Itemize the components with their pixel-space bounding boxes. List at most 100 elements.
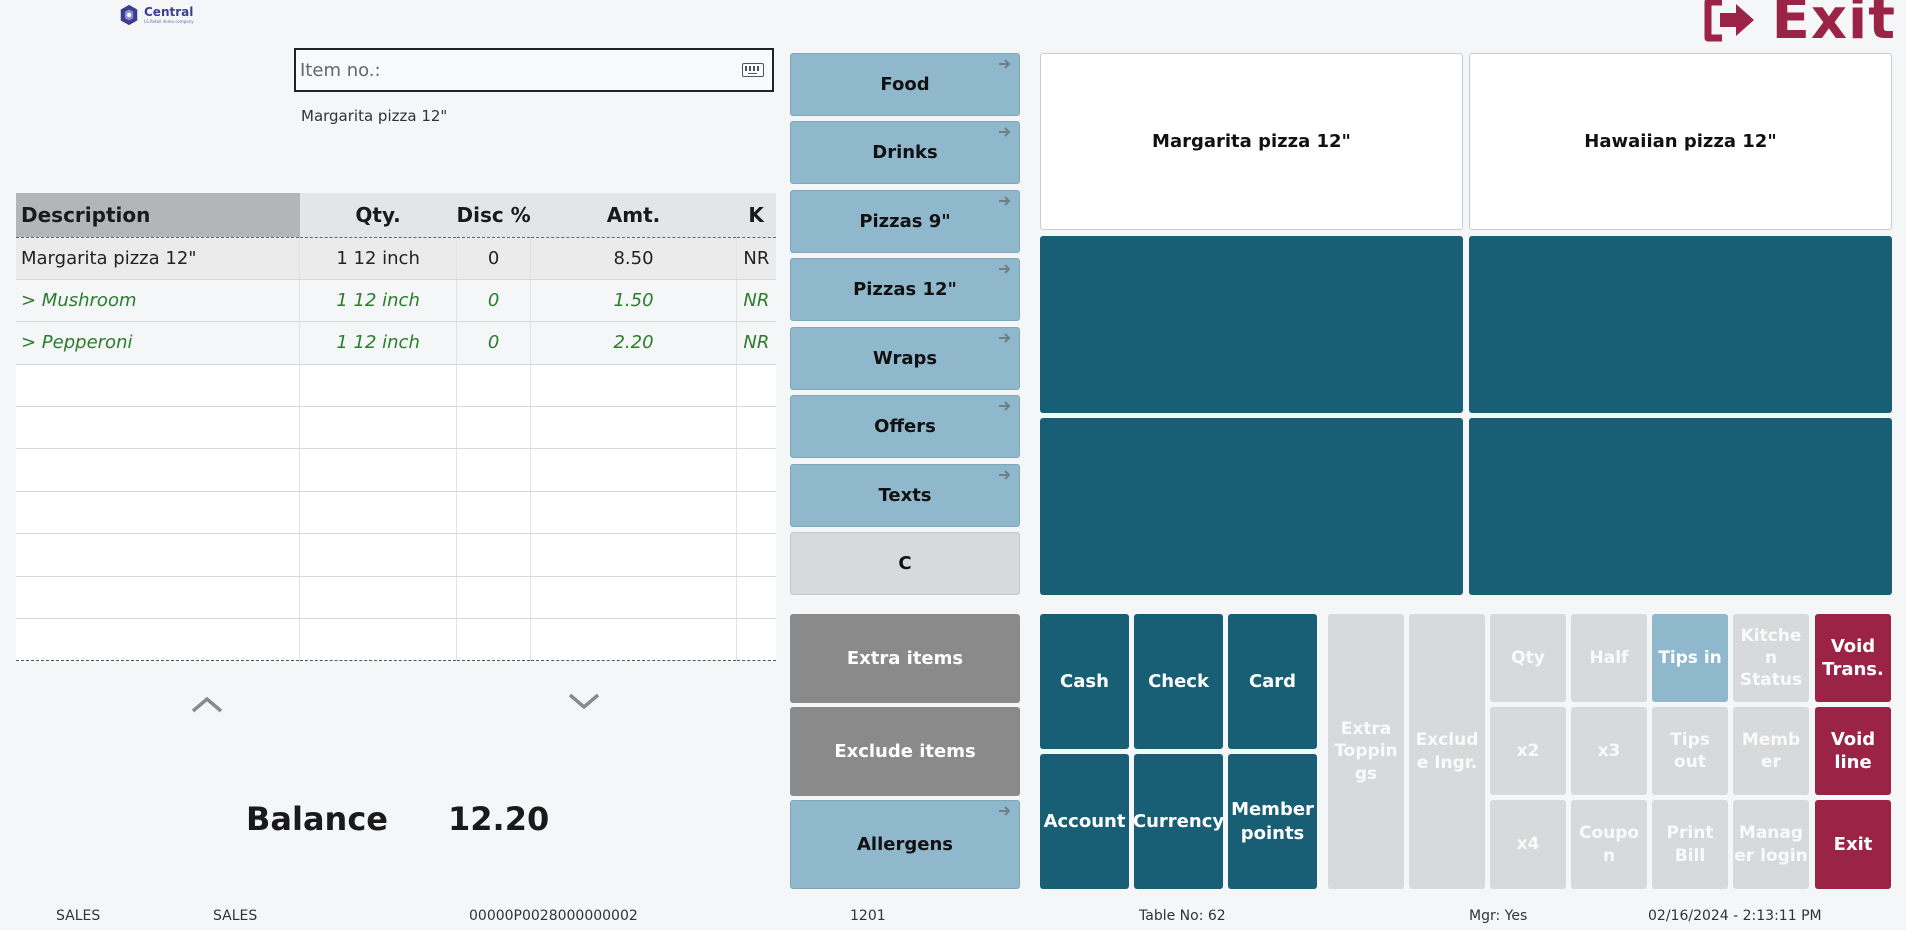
category-offers-button[interactable]: Offers <box>790 395 1020 458</box>
empty-row <box>16 618 776 662</box>
category-label: Pizzas 9" <box>859 211 951 232</box>
product-hawaiian-pizza-12-button[interactable]: Hawaiian pizza 12" <box>1469 53 1892 230</box>
status-table-number: Table No: 62 <box>1139 908 1226 924</box>
account-label: Account <box>1043 810 1126 832</box>
coupon-button[interactable]: Coupo n <box>1571 800 1647 889</box>
product-empty-slot[interactable] <box>1469 418 1892 595</box>
last-item-label: Margarita pizza 12" <box>301 107 448 125</box>
table-header-row: Description Qty. Disc % Amt. K <box>16 193 776 238</box>
chevron-up-icon <box>191 696 223 713</box>
half-button[interactable]: Half <box>1571 614 1647 702</box>
cash-button[interactable]: Cash <box>1040 614 1129 749</box>
table-row[interactable]: > Mushroom 1 12 inch 0 1.50 NR <box>16 279 776 323</box>
currency-label: Currency <box>1132 810 1225 832</box>
category-texts-button[interactable]: Texts <box>790 464 1020 527</box>
extra-toppings-label: Extra Toppin gs <box>1334 719 1398 784</box>
header-k[interactable]: K <box>736 193 776 238</box>
exclude-items-label: Exclude items <box>834 741 976 762</box>
x2-label: x2 <box>1516 740 1540 761</box>
tips-in-button[interactable]: Tips in <box>1652 614 1728 702</box>
balance-value: 12.20 <box>448 800 550 838</box>
category-drinks-button[interactable]: Drinks <box>790 121 1020 184</box>
qty-label: Qty <box>1511 647 1545 668</box>
arrow-right-icon <box>999 401 1011 411</box>
product-empty-slot[interactable] <box>1040 236 1463 413</box>
void-line-button[interactable]: Void line <box>1815 707 1891 795</box>
manager-login-label: Manag er login <box>1734 823 1808 866</box>
exclude-items-button[interactable]: Exclude items <box>790 707 1020 796</box>
member-label: Memb er <box>1741 729 1801 772</box>
empty-row <box>16 406 776 450</box>
cell-k: NR <box>735 279 776 323</box>
keyboard-icon[interactable] <box>742 63 764 77</box>
tips-out-button[interactable]: Tips out <box>1652 707 1728 795</box>
header-qty[interactable]: Qty. <box>299 193 457 238</box>
arrow-right-icon <box>999 127 1011 137</box>
category-c-button[interactable]: C <box>790 532 1020 595</box>
empty-row <box>16 448 776 492</box>
extra-items-button[interactable]: Extra items <box>790 614 1020 703</box>
account-button[interactable]: Account <box>1040 754 1129 889</box>
cell-disc: 0 <box>455 321 531 365</box>
tips-in-label: Tips in <box>1658 647 1722 668</box>
category-pizzas-9-button[interactable]: Pizzas 9" <box>790 190 1020 253</box>
category-pizzas-12-button[interactable]: Pizzas 12" <box>790 258 1020 321</box>
cell-amt: 8.50 <box>530 237 737 280</box>
item-number-input[interactable] <box>296 50 742 90</box>
exit-door-arrow-icon <box>1704 0 1754 42</box>
exit-button[interactable]: Exit <box>1815 800 1891 889</box>
member-points-button[interactable]: Member points <box>1228 754 1317 889</box>
qty-button[interactable]: Qty <box>1490 614 1566 702</box>
x3-label: x3 <box>1597 740 1621 761</box>
print-bill-button[interactable]: Print Bill <box>1652 800 1728 889</box>
kitchen-status-button[interactable]: Kitche n Status <box>1733 614 1809 702</box>
arrow-right-icon <box>999 196 1011 206</box>
order-lines-table: Description Qty. Disc % Amt. K Margarita… <box>16 193 776 662</box>
category-label: Texts <box>878 485 932 506</box>
logo-title: Central <box>144 5 194 19</box>
cell-qty: 1 12 inch <box>299 237 457 280</box>
cell-disc: 0 <box>455 237 531 280</box>
category-food-button[interactable]: Food <box>790 53 1020 116</box>
category-wraps-button[interactable]: Wraps <box>790 327 1020 390</box>
void-line-label: Void line <box>1830 728 1876 773</box>
void-transaction-button[interactable]: Void Trans. <box>1815 614 1891 702</box>
item-number-field[interactable] <box>294 48 774 92</box>
empty-row <box>16 533 776 577</box>
scroll-up-button[interactable] <box>189 692 225 716</box>
allergens-label: Allergens <box>857 834 953 855</box>
check-button[interactable]: Check <box>1134 614 1223 749</box>
header-disc[interactable]: Disc % <box>456 193 531 238</box>
card-button[interactable]: Card <box>1228 614 1317 749</box>
product-empty-slot[interactable] <box>1040 418 1463 595</box>
cell-k: NR <box>735 321 776 365</box>
x4-button[interactable]: x4 <box>1490 800 1566 889</box>
header-description[interactable]: Description <box>16 193 300 238</box>
category-label: C <box>898 553 912 574</box>
table-row[interactable]: Margarita pizza 12" 1 12 inch 0 8.50 NR <box>16 237 776 280</box>
member-points-label: Member points <box>1231 799 1314 844</box>
x2-button[interactable]: x2 <box>1490 707 1566 795</box>
cell-qty: 1 12 inch <box>299 321 457 365</box>
card-label: Card <box>1248 670 1297 692</box>
coupon-label: Coupo n <box>1578 823 1640 866</box>
product-margarita-pizza-12-button[interactable]: Margarita pizza 12" <box>1040 53 1463 230</box>
product-label: Margarita pizza 12" <box>1152 131 1351 152</box>
exclude-ingredients-button[interactable]: Exclud e Ingr. <box>1409 614 1485 889</box>
scroll-down-button[interactable] <box>566 690 602 714</box>
status-datetime: 02/16/2024 - 2:13:11 PM <box>1648 908 1822 924</box>
allergens-button[interactable]: Allergens <box>790 800 1020 889</box>
arrow-right-icon <box>999 806 1011 816</box>
header-amt[interactable]: Amt. <box>530 193 737 238</box>
tips-out-label: Tips out <box>1670 729 1710 772</box>
x3-button[interactable]: x3 <box>1571 707 1647 795</box>
chevron-down-icon <box>568 693 600 710</box>
product-empty-slot[interactable] <box>1469 236 1892 413</box>
manager-login-button[interactable]: Manag er login <box>1733 800 1809 889</box>
extra-toppings-button[interactable]: Extra Toppin gs <box>1328 614 1404 889</box>
cell-description: > Pepperoni <box>16 321 300 365</box>
table-row[interactable]: > Pepperoni 1 12 inch 0 2.20 NR <box>16 321 776 365</box>
top-exit-button[interactable]: Exit <box>1702 0 1896 48</box>
member-button[interactable]: Memb er <box>1733 707 1809 795</box>
currency-button[interactable]: Currency <box>1132 754 1225 889</box>
